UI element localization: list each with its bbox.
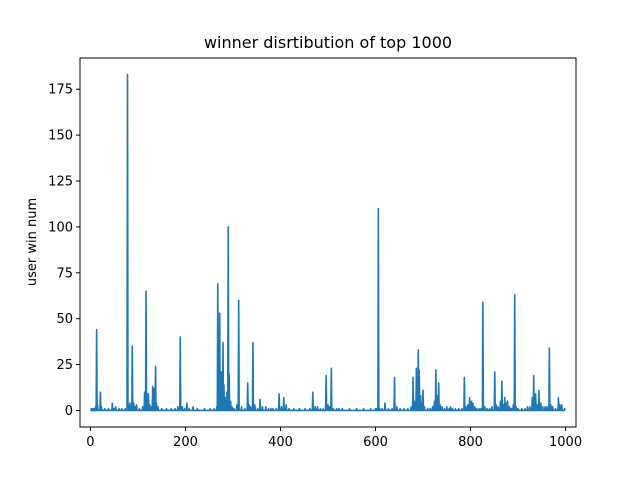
y-tick-label: 25	[56, 358, 73, 373]
y-tick-label: 0	[65, 404, 73, 419]
y-axis: 0 25 50 75 100 125 150 175	[48, 83, 80, 419]
chart-title: winner disrtibution of top 1000	[204, 33, 452, 52]
plot-area	[90, 73, 566, 412]
y-axis-label: user win num	[25, 198, 40, 286]
plot-frame	[79, 57, 577, 428]
x-tick-label: 200	[173, 435, 198, 450]
y-tick-label: 125	[48, 175, 73, 190]
x-tick-label: 1000	[549, 435, 582, 450]
y-tick-label: 150	[48, 129, 73, 144]
y-tick-label: 75	[56, 266, 73, 281]
x-tick-label: 600	[363, 435, 388, 450]
series-line	[90, 73, 566, 412]
y-tick-label: 100	[48, 220, 73, 235]
x-tick-label: 800	[458, 435, 483, 450]
x-axis: 0 200 400 600 800 1000	[86, 427, 582, 450]
x-tick-label: 400	[268, 435, 293, 450]
y-tick-label: 50	[56, 312, 73, 327]
y-tick-label: 175	[48, 83, 73, 98]
x-tick-label: 0	[86, 435, 94, 450]
